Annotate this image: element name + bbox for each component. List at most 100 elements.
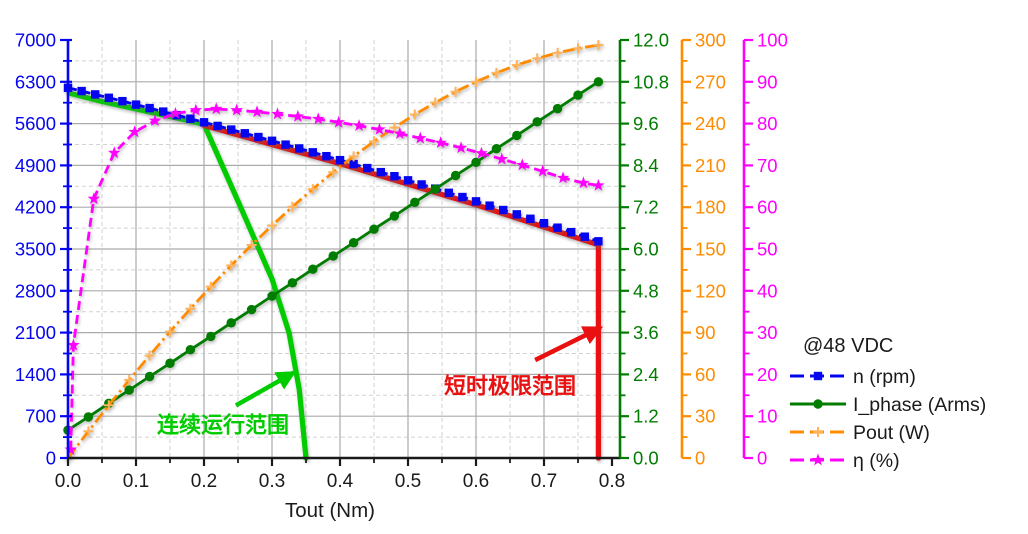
marker-plus: [205, 281, 216, 292]
marker-star: [148, 114, 162, 127]
left-axis-tick-label: 1400: [15, 364, 56, 385]
legend-title: @48 VDC: [803, 335, 893, 357]
axes: 0700140021002800350042004900560063007000…: [15, 30, 788, 493]
marker-star: [454, 141, 468, 154]
right-axis-tick-label-eta: 20: [757, 364, 778, 385]
marker-square: [240, 129, 249, 138]
marker-circle: [328, 251, 338, 261]
marker-square: [499, 205, 508, 215]
marker-square: [308, 148, 317, 157]
marker-circle: [369, 224, 379, 234]
marker-plus: [124, 374, 135, 385]
marker-square: [580, 232, 589, 241]
marker-star: [311, 112, 325, 125]
marker-star: [373, 122, 386, 135]
marker-plus: [532, 53, 543, 64]
marker-circle: [83, 412, 94, 422]
right-axis-tick-label-eta: 60: [757, 197, 778, 218]
right-axis-tick-label-pout: 240: [695, 113, 726, 134]
marker-circle: [491, 143, 502, 154]
x-axis-tick-label: 0.1: [123, 471, 149, 492]
marker-circle: [226, 318, 236, 328]
marker-square: [444, 188, 453, 198]
marker-plus: [226, 260, 237, 271]
marker-circle: [410, 197, 420, 208]
annotations: 连续运行范围 短时极限范围: [157, 325, 604, 438]
legend-item: Pout (W): [790, 422, 930, 444]
marker-star: [577, 176, 590, 189]
marker-circle: [471, 157, 481, 167]
marker-square: [77, 86, 86, 96]
right-axis-tick-label-iphase: 7.2: [633, 197, 659, 218]
marker-square: [363, 163, 372, 173]
series-iphase: [63, 77, 604, 435]
annotation-continuous-range: 连续运行范围: [157, 413, 289, 438]
marker-square: [458, 192, 467, 202]
marker-plus: [348, 151, 359, 162]
right-axis-tick-label-pout: 120: [695, 280, 726, 301]
marker-square: [118, 96, 127, 106]
marker-square: [213, 121, 222, 131]
right-axis-tick-label-eta: 30: [757, 322, 778, 343]
x-axis-tick-label: 0.7: [531, 471, 557, 492]
marker-plus: [430, 97, 441, 108]
marker-square: [594, 237, 603, 246]
left-axis-tick-label: 4200: [15, 197, 56, 218]
right-axis-tick-label-iphase: 1.2: [633, 406, 659, 427]
marker-circle: [593, 77, 604, 87]
marker-star: [67, 338, 80, 351]
marker-plus: [83, 426, 94, 437]
marker-square: [199, 118, 209, 127]
marker-plus: [328, 167, 339, 178]
marker-circle: [450, 170, 461, 181]
marker-square: [403, 176, 413, 185]
marker-star: [592, 178, 605, 191]
right-axis-tick-label-pout: 270: [695, 71, 726, 92]
marker-plus: [369, 136, 379, 147]
boundary-curves: [66, 90, 601, 461]
marker-star: [209, 102, 223, 115]
left-axis-tick-label: 2100: [15, 322, 56, 343]
right-axis-tick-label-iphase: 10.8: [633, 71, 669, 92]
marker-circle: [287, 278, 298, 288]
marker-square: [145, 103, 154, 113]
left-axis-tick-label: 700: [25, 406, 56, 427]
marker-square: [567, 227, 576, 237]
marker-plus: [103, 400, 114, 411]
annotation-arrow-1: [534, 325, 604, 363]
right-axis-tick-label-eta: 50: [757, 239, 778, 260]
left-axis-tick-label: 0: [46, 448, 56, 469]
marker-plus: [185, 303, 196, 314]
marker-circle: [124, 385, 134, 395]
marker-star: [495, 152, 509, 165]
legend-item-label: η (%): [853, 450, 900, 472]
marker-plus: [287, 201, 298, 212]
right-axis-tick-label-pout: 60: [695, 364, 716, 385]
marker-square: [349, 159, 358, 169]
marker-square: [512, 210, 521, 219]
marker-square: [227, 125, 236, 134]
marker-plus: [491, 67, 502, 78]
marker-star: [413, 131, 427, 144]
marker-star: [189, 103, 203, 116]
marker-circle: [144, 371, 155, 382]
marker-square: [335, 155, 345, 165]
right-axis-tick-label-pout: 150: [695, 239, 726, 260]
series-pout: [63, 40, 604, 463]
marker-plus: [144, 350, 155, 361]
right-axis-tick-label-iphase: 8.4: [633, 155, 659, 176]
x-axis-tick-label: 0.6: [463, 471, 489, 492]
series-eta: [64, 102, 605, 455]
right-axis-tick-label-eta: 80: [757, 113, 778, 134]
marker-star: [332, 115, 345, 128]
left-axis-tick-label: 7000: [15, 30, 56, 51]
right-axis-tick-label-pout: 300: [695, 30, 726, 51]
marker-star: [128, 125, 141, 138]
marker-plus: [593, 40, 604, 51]
marker-square: [104, 93, 113, 103]
legend-item-label: Pout (W): [853, 422, 930, 444]
marker-star: [352, 119, 366, 132]
marker-star: [87, 192, 101, 205]
